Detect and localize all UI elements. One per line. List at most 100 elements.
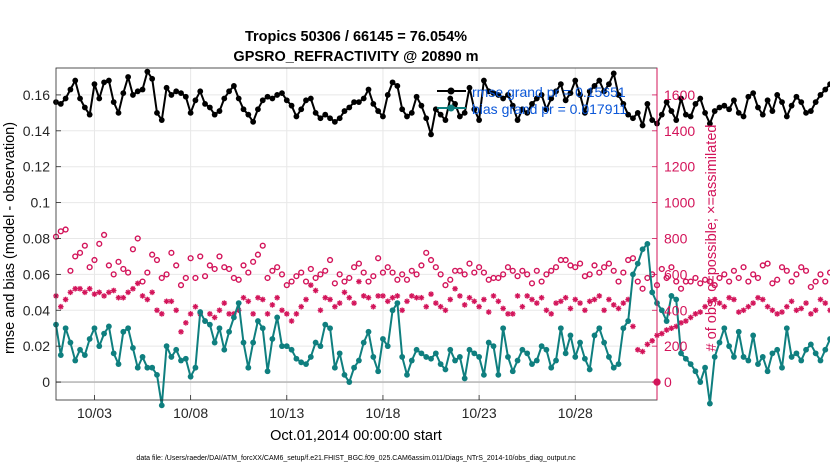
assimilated-stroke — [63, 297, 69, 302]
assimilated-point — [538, 294, 545, 301]
y-tick-label: 0.08 — [23, 230, 50, 246]
possible-point — [336, 271, 343, 278]
assimilated-stroke — [375, 293, 381, 299]
assimilated-point — [125, 289, 131, 296]
assimilated-stroke — [688, 314, 694, 320]
bias-point — [120, 328, 127, 335]
bias-point — [543, 346, 550, 353]
rmse-point — [384, 92, 391, 98]
assimilated-point — [764, 303, 771, 310]
assimilated-stroke — [630, 323, 636, 329]
assimilated-stroke — [140, 293, 146, 299]
possible-point — [802, 267, 810, 274]
assimilated-point — [726, 294, 732, 301]
assimilated-stroke — [390, 295, 396, 301]
bias-point — [394, 300, 401, 306]
assimilated-stroke — [221, 300, 227, 306]
assimilated-stroke — [72, 286, 78, 292]
assimilated-stroke — [721, 304, 727, 310]
rmse-point — [606, 81, 612, 88]
possible-point — [817, 271, 824, 278]
assimilated-point — [67, 289, 74, 296]
possible-point — [524, 271, 531, 278]
assimilated-stroke — [452, 286, 458, 292]
bias-point — [822, 346, 829, 353]
possible-obs-series — [52, 226, 830, 292]
assimilated-stroke — [553, 300, 559, 306]
bias-point — [211, 339, 218, 346]
assimilated-point — [134, 280, 141, 287]
rmse-point — [370, 100, 377, 107]
possible-point — [495, 274, 502, 282]
rmse-point — [591, 83, 598, 89]
possible-point — [591, 262, 598, 269]
bias-point — [687, 361, 694, 368]
possible-point — [192, 274, 199, 282]
rmse-point — [182, 93, 189, 100]
bias-point — [505, 354, 511, 360]
bias-point — [750, 332, 757, 339]
bias-point — [649, 289, 656, 296]
bias-point — [105, 323, 112, 330]
rmse-point — [634, 109, 641, 116]
assimilated-stroke — [505, 311, 511, 317]
rmse-point — [134, 88, 141, 95]
bias-point — [115, 361, 122, 368]
assimilated-point — [394, 293, 401, 299]
assimilated-point — [534, 300, 540, 306]
bias-point — [264, 368, 271, 375]
bias-point — [572, 354, 579, 360]
bias-point — [110, 350, 117, 357]
possible-point — [418, 262, 425, 269]
assimilated-stroke — [250, 311, 256, 317]
rmse-point — [577, 92, 583, 98]
possible-point — [350, 264, 358, 271]
rmse-point — [721, 102, 728, 109]
bias-point — [303, 361, 309, 368]
bias-point — [456, 354, 463, 360]
rmse-point — [187, 109, 194, 116]
rmse-point — [293, 113, 300, 120]
bias-point — [663, 318, 670, 324]
rmse-point — [77, 95, 83, 102]
rmse-point — [697, 95, 704, 102]
bias-point — [404, 371, 410, 378]
bias-point — [452, 357, 458, 364]
assimilated-stroke — [587, 298, 593, 304]
assimilated-stroke — [789, 298, 795, 304]
rmse-point — [745, 93, 752, 100]
possible-point — [312, 274, 319, 282]
bias-point — [812, 350, 819, 357]
assimilated-point — [433, 300, 439, 306]
rmse-point — [764, 97, 771, 104]
assimilated-point — [582, 307, 588, 314]
possible-point — [149, 251, 156, 258]
rmse-point — [788, 102, 795, 109]
possible-point — [182, 274, 189, 282]
assimilated-point — [639, 348, 646, 355]
bias-point — [798, 357, 805, 364]
assimilated-stroke — [447, 297, 453, 302]
possible-point — [610, 267, 617, 274]
y-tick-label: 0.02 — [23, 338, 50, 354]
bias-point — [447, 346, 454, 353]
possible-point — [163, 271, 170, 278]
rmse-point — [144, 68, 151, 75]
assimilated-stroke — [765, 304, 771, 310]
assimilated-stroke — [572, 297, 578, 302]
assimilated-point — [332, 303, 338, 310]
bias-point — [625, 318, 632, 324]
rmse-point — [202, 100, 208, 107]
assimilated-stroke — [731, 297, 737, 302]
rmse-point — [740, 113, 747, 120]
rmse-point — [543, 106, 550, 113]
rmse-point — [226, 88, 232, 95]
y-tick-label: 0.1 — [31, 195, 51, 211]
assimilated-stroke — [226, 311, 232, 317]
assimilated-stroke — [370, 304, 376, 310]
bias-point — [341, 371, 348, 378]
assimilated-point — [822, 300, 829, 306]
assimilated-stroke — [96, 289, 102, 295]
bias-point — [293, 355, 300, 362]
assimilated-stroke — [125, 289, 131, 295]
